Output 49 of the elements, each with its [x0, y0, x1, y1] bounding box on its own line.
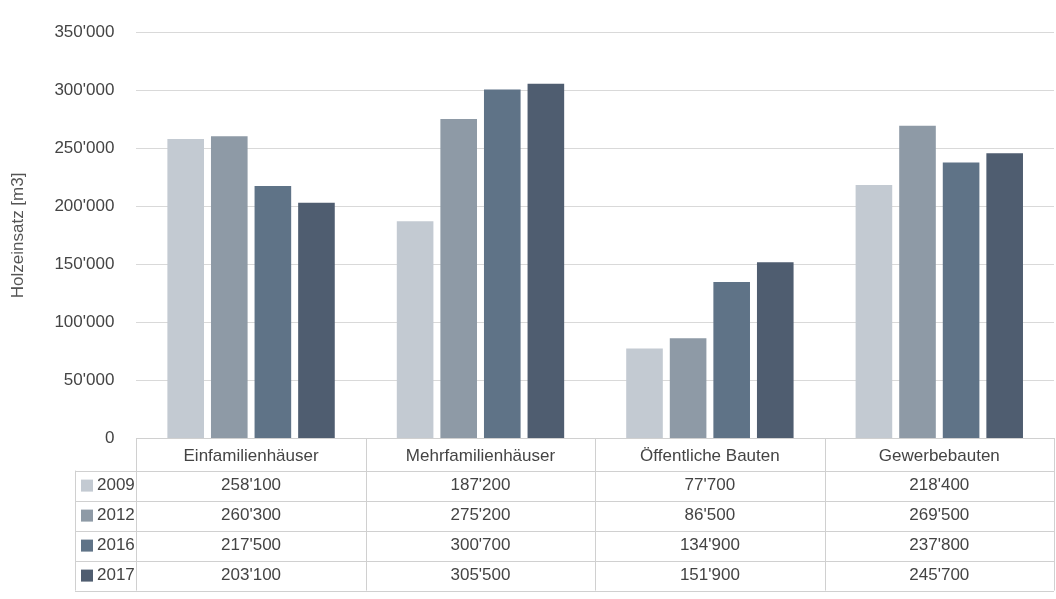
legend-label: 2009 [97, 475, 135, 495]
bar [440, 119, 477, 439]
bar [756, 262, 794, 439]
bar [669, 338, 707, 439]
y-tick-label: 350'000 [54, 21, 115, 41]
y-tick-label: 250'000 [54, 138, 115, 157]
data-label: 203'100 [221, 565, 282, 585]
data-label: 218'400 [909, 475, 970, 495]
data-label: 237'800 [909, 535, 970, 555]
data-label: 300'700 [450, 535, 511, 555]
data-label: 86'500 [684, 505, 736, 525]
data-label: 77'700 [684, 475, 736, 495]
data-label: 217'500 [221, 535, 282, 555]
y-tick-label: 150'000 [54, 254, 115, 274]
data-label: 258'100 [221, 475, 282, 495]
legend-label: 2017 [97, 565, 135, 585]
data-label: 187'200 [450, 475, 511, 495]
x-tick-label: Mehrfamilienhäuser [405, 446, 556, 466]
bar [298, 202, 335, 439]
bar [986, 153, 1023, 439]
data-label: 305'500 [450, 565, 511, 585]
x-tick-label: Gewerbebauten [878, 446, 1000, 466]
bar [942, 162, 980, 439]
y-tick-label: 300'000 [54, 79, 115, 99]
bar [210, 136, 248, 439]
y-tick-label: 200'000 [54, 196, 115, 216]
data-label: 134'900 [679, 535, 740, 555]
bar [713, 281, 750, 439]
bar [899, 125, 936, 439]
data-label: 151'900 [679, 565, 740, 585]
bar [396, 221, 434, 439]
bar [254, 186, 292, 439]
data-label: 245'700 [909, 565, 970, 585]
x-tick-label: Öffentliche Bauten [640, 446, 780, 466]
y-tick-label: 100'000 [54, 312, 115, 332]
y-tick-label: 0 [104, 428, 115, 448]
bar [855, 185, 893, 439]
y-axis-title: Holzeinsatz [m3] [7, 172, 27, 299]
legend-label: 2012 [97, 505, 135, 525]
bar [167, 138, 204, 439]
bar [527, 83, 565, 439]
y-tick-label: 50'000 [63, 370, 115, 390]
bar [626, 348, 663, 439]
legend-label: 2016 [97, 535, 135, 555]
x-tick-label: Einfamilienhäuser [183, 446, 319, 466]
bar [483, 89, 521, 439]
data-label: 260'300 [221, 505, 282, 525]
data-label: 269'500 [909, 505, 970, 525]
data-label: 275'200 [450, 505, 511, 525]
